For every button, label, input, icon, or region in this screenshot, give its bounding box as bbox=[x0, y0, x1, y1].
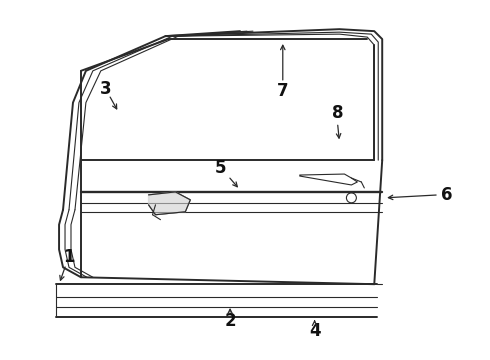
Text: 8: 8 bbox=[332, 104, 343, 122]
Text: 7: 7 bbox=[277, 82, 289, 100]
Text: 2: 2 bbox=[224, 312, 236, 330]
Text: 5: 5 bbox=[215, 159, 226, 177]
Text: 1: 1 bbox=[63, 248, 75, 266]
Polygon shape bbox=[148, 192, 190, 215]
Text: 4: 4 bbox=[309, 322, 320, 340]
Text: 6: 6 bbox=[441, 186, 453, 204]
Text: 3: 3 bbox=[100, 80, 112, 98]
